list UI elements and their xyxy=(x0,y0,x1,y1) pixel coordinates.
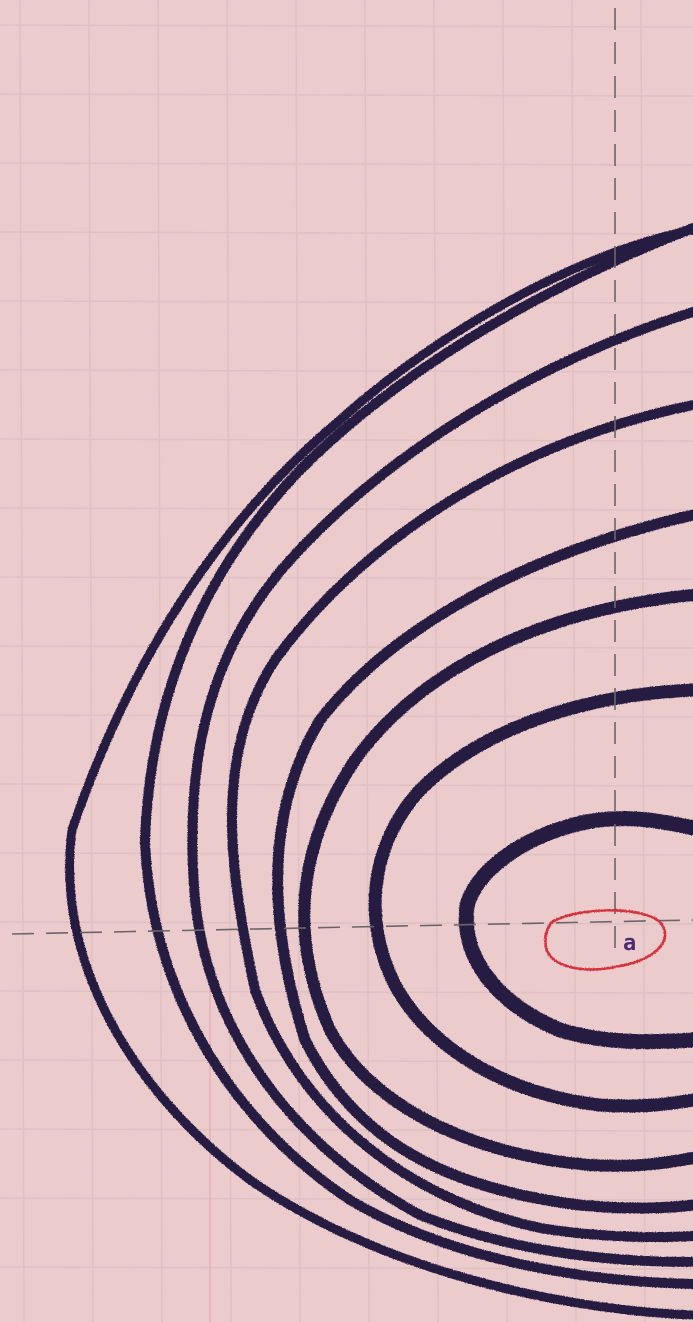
contour-line-6 xyxy=(187,307,693,1267)
contour-line-5 xyxy=(227,400,693,1243)
grid-line-horizontal-13 xyxy=(0,921,693,925)
grid-line-vertical-7 xyxy=(502,0,508,1322)
grid-line-horizontal-2 xyxy=(0,162,693,166)
grid-line-vertical-4 xyxy=(295,0,301,1322)
contour-line-4 xyxy=(272,509,693,1214)
minimum-label: a xyxy=(623,931,636,956)
grid-line-horizontal-0 xyxy=(0,24,693,28)
grid-line-horizontal-14 xyxy=(0,990,693,994)
horizontal-axis xyxy=(11,919,693,935)
grid-line-horizontal-4 xyxy=(0,300,693,304)
contour-lines xyxy=(65,223,693,1320)
contour-line-2 xyxy=(368,683,693,1113)
grid-line-vertical-1 xyxy=(88,0,94,1322)
grid-line-vertical-5 xyxy=(364,0,370,1322)
minimum-circle xyxy=(544,909,667,971)
contour-line-1 xyxy=(458,811,693,1050)
grid-line-horizontal-18 xyxy=(0,1266,693,1270)
grid-line-vertical-6 xyxy=(433,0,439,1322)
contour-line-8 xyxy=(65,225,693,1320)
coordinate-axes xyxy=(11,8,693,948)
contour-line-3 xyxy=(298,589,693,1172)
grid-line-horizontal-12 xyxy=(0,852,693,856)
grid-line-horizontal-1 xyxy=(0,93,693,97)
minimum-marker: a xyxy=(544,909,667,971)
grid-line-horizontal-9 xyxy=(0,645,693,649)
grid-line-horizontal-5 xyxy=(0,369,693,373)
grid-line-vertical-0 xyxy=(19,0,25,1322)
grid-line-horizontal-3 xyxy=(0,231,693,235)
contour-line-7 xyxy=(139,223,693,1289)
